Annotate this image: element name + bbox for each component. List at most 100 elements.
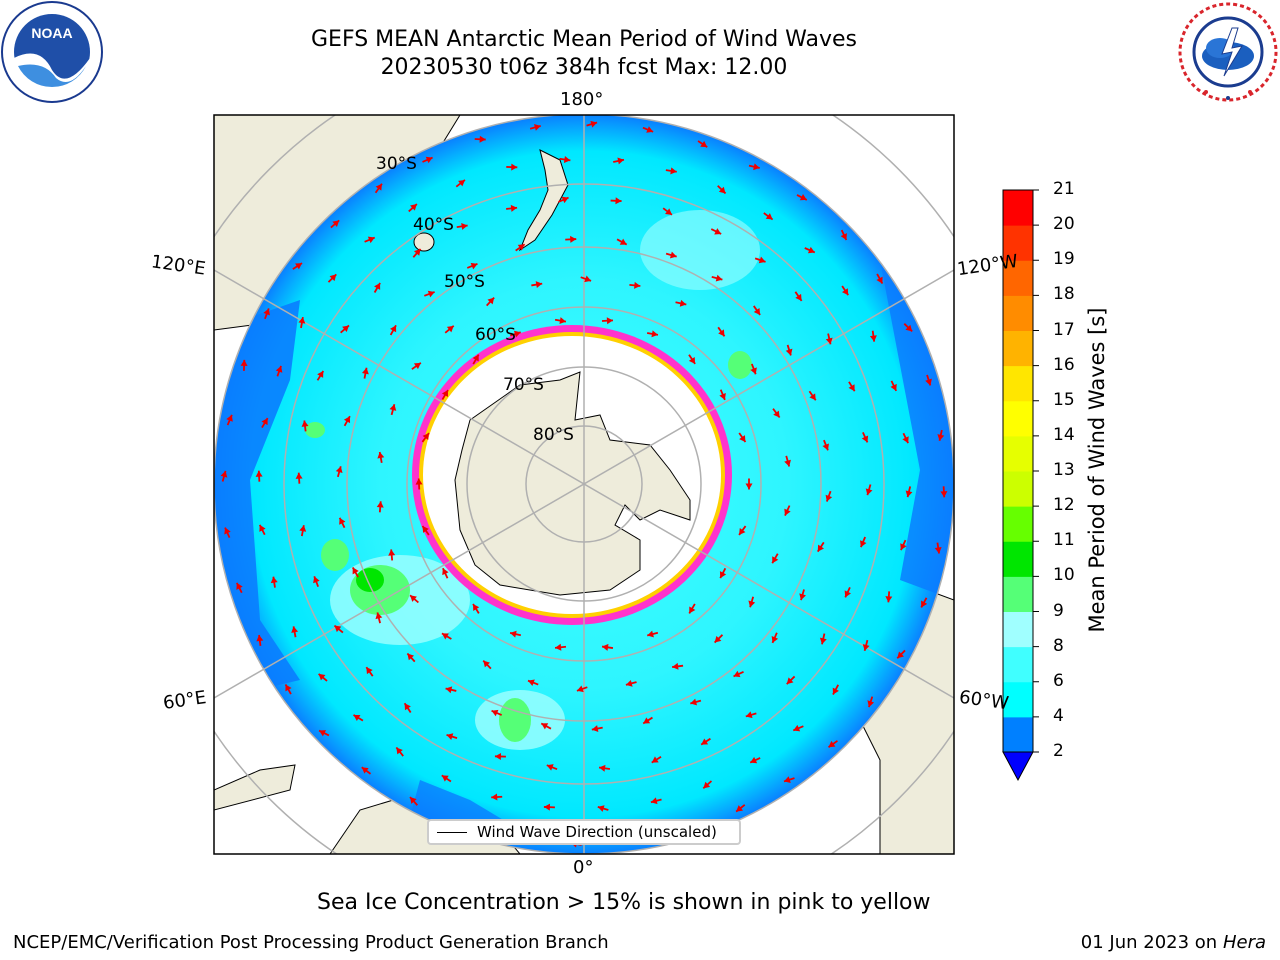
wind-arrow-head	[809, 393, 816, 401]
wind-arrow-head	[799, 593, 806, 601]
wind-arrow-head	[670, 167, 677, 175]
wind-arrow-head	[736, 805, 744, 812]
wind-arrow-head	[491, 709, 499, 717]
wind-arrow-head	[374, 282, 381, 290]
wind-arrow-head	[772, 556, 779, 564]
wind-arrow-head	[446, 325, 454, 333]
wind-arrow-head	[535, 281, 543, 289]
wind-arrow-head	[748, 600, 756, 608]
wind-arrow-head	[510, 204, 518, 212]
wind-arrow-head	[934, 546, 942, 554]
wind-arrow-head	[688, 356, 696, 364]
wind-arrow-head	[718, 329, 725, 337]
lat-label-60s: 60°S	[475, 325, 516, 345]
machine-name: Hera	[1222, 932, 1266, 953]
wind-arrow-head	[220, 470, 228, 478]
colorbar-bin	[1003, 295, 1033, 331]
wind-arrow-head	[925, 378, 932, 386]
wind-arrow-head	[226, 414, 233, 422]
wind-arrow-head	[377, 452, 385, 459]
wind-arrow-head	[905, 324, 913, 332]
wind-arrow-head	[236, 582, 243, 590]
wind-arrow-head	[563, 156, 571, 163]
wind-arrow-head	[840, 233, 847, 240]
wind-arrow-head	[786, 677, 794, 685]
wind-arrow-head	[793, 724, 801, 732]
colorbar-tick-label: 18	[1053, 284, 1075, 305]
wind-arrow-head	[859, 540, 867, 548]
wind-arrow-head	[739, 528, 746, 535]
wind-arrow-head	[441, 390, 448, 398]
wind-arrow-head	[410, 204, 417, 211]
colorbar-tick-label: 19	[1053, 249, 1075, 270]
wind-arrow-head	[407, 653, 415, 661]
wind-arrow-head	[491, 793, 498, 801]
wind-arrow-head	[441, 775, 449, 782]
noaa-logo: NOAA	[1, 1, 103, 103]
lat-label-70s: 70°S	[503, 375, 544, 395]
wind-arrow-head	[905, 490, 913, 498]
colorbar-tick-label: 10	[1053, 565, 1075, 586]
wind-arrow-head	[784, 508, 791, 516]
wind-arrow-head	[342, 325, 349, 333]
colorbar-bin	[1003, 576, 1033, 612]
colorbar-tick-label: 4	[1053, 705, 1064, 726]
wind-arrow-head	[366, 667, 373, 675]
wind-arrow-head	[817, 544, 824, 552]
colorbar-tick-label: 15	[1053, 389, 1075, 410]
lat-label-40s: 40°S	[413, 215, 454, 235]
wind-arrow-head	[361, 367, 369, 375]
wind-arrow-head	[510, 630, 517, 638]
wind-arrow-head	[634, 281, 641, 289]
colorbar-bin	[1003, 681, 1033, 718]
wind-arrow-head	[422, 526, 429, 533]
wind-arrow-head	[773, 410, 780, 418]
wind-arrow-head	[427, 290, 435, 298]
wind-arrow-head	[442, 568, 449, 576]
wind-arrow-head	[367, 236, 375, 244]
wind-arrow-head	[299, 525, 307, 532]
wind-arrow-head	[313, 576, 320, 584]
colorbar-bin	[1003, 260, 1033, 296]
wind-arrow-head	[848, 384, 855, 392]
wind-arrow-head	[570, 235, 577, 243]
wind-arrow-head	[494, 752, 502, 760]
wind-arrow-head	[672, 662, 679, 670]
sea-ice-note: Sea Ice Concentration > 15% is shown in …	[317, 890, 931, 915]
colorbar-bin	[1003, 646, 1033, 683]
wind-arrow-head	[584, 275, 592, 283]
wind-arrow-head	[828, 740, 836, 748]
wind-arrow-head	[689, 606, 696, 614]
lat-label-80s: 80°S	[533, 425, 574, 445]
wind-arrow-head	[422, 433, 429, 440]
colorbar-tick-label: 13	[1053, 460, 1075, 480]
tasmania-land	[413, 232, 435, 252]
wind-arrow-head	[885, 596, 893, 603]
colorbar-tick-label: 12	[1053, 495, 1075, 516]
wind-arrow-head	[819, 637, 827, 645]
wind-arrow-head	[651, 330, 658, 338]
colorbar-under-extension	[1002, 751, 1034, 782]
wind-arrow-head	[617, 157, 624, 165]
wind-arrow-head	[561, 196, 569, 204]
wind-arrow-head	[646, 126, 654, 133]
colorbar-bin	[1003, 506, 1033, 542]
colorbar-tick-label: 16	[1053, 354, 1075, 375]
wind-arrow-head	[413, 248, 421, 256]
wind-arrow-head	[517, 244, 525, 251]
wind-arrow-head	[783, 776, 791, 783]
wind-arrow-head	[690, 698, 698, 706]
wind-arrow-head	[890, 383, 897, 391]
wind-arrow-head	[619, 238, 627, 245]
lat-label-30s: 30°S	[376, 154, 417, 174]
wind-arrow-head	[301, 420, 309, 427]
run-date: 01 Jun 2023 on Hera	[1080, 932, 1266, 953]
wind-arrow-head	[389, 404, 397, 411]
wind-arrow-head	[410, 595, 417, 602]
wind-arrow-head	[700, 140, 708, 148]
wind-arrow-head	[295, 472, 303, 479]
wind-arrow-head	[784, 459, 791, 467]
wind-arrow-head	[606, 317, 613, 325]
wind-arrow-head	[555, 643, 562, 651]
